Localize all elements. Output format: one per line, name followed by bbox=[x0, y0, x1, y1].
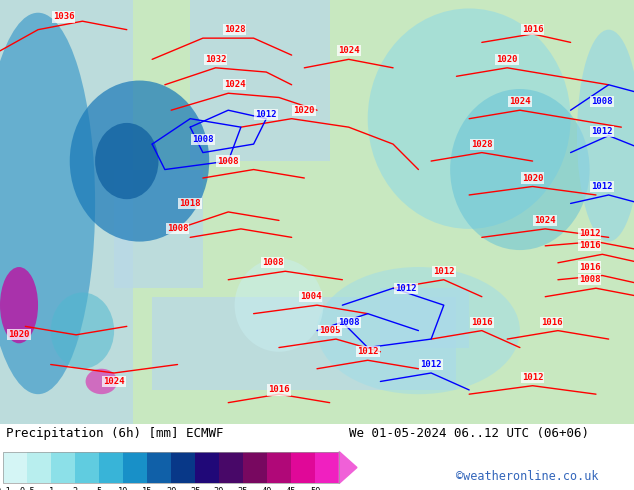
Text: 35: 35 bbox=[238, 488, 249, 490]
Text: 1008: 1008 bbox=[338, 318, 359, 327]
Ellipse shape bbox=[235, 259, 323, 352]
FancyBboxPatch shape bbox=[195, 452, 219, 483]
Text: 1012: 1012 bbox=[579, 229, 600, 238]
Text: 2: 2 bbox=[72, 488, 78, 490]
Text: 1012: 1012 bbox=[592, 182, 613, 191]
Text: 1024: 1024 bbox=[103, 377, 125, 386]
Text: 0.1: 0.1 bbox=[0, 488, 11, 490]
FancyBboxPatch shape bbox=[0, 0, 133, 424]
Text: 1012: 1012 bbox=[256, 110, 277, 119]
Ellipse shape bbox=[51, 293, 114, 369]
FancyBboxPatch shape bbox=[171, 452, 195, 483]
Text: 1012: 1012 bbox=[433, 267, 455, 276]
Text: 1012: 1012 bbox=[592, 127, 613, 136]
Text: 0.5: 0.5 bbox=[19, 488, 35, 490]
Text: 1024: 1024 bbox=[509, 97, 531, 106]
Text: 1004: 1004 bbox=[300, 292, 321, 301]
Text: 15: 15 bbox=[142, 488, 152, 490]
Text: 10: 10 bbox=[118, 488, 129, 490]
Text: 50: 50 bbox=[310, 488, 320, 490]
FancyBboxPatch shape bbox=[152, 297, 456, 390]
Text: 5: 5 bbox=[96, 488, 102, 490]
FancyBboxPatch shape bbox=[380, 288, 469, 347]
FancyBboxPatch shape bbox=[3, 452, 27, 483]
Text: 1016: 1016 bbox=[579, 242, 600, 250]
Text: 1008: 1008 bbox=[217, 157, 239, 166]
FancyBboxPatch shape bbox=[27, 452, 51, 483]
Ellipse shape bbox=[0, 13, 95, 394]
FancyBboxPatch shape bbox=[190, 0, 330, 161]
FancyBboxPatch shape bbox=[0, 0, 634, 424]
Text: 1012: 1012 bbox=[420, 360, 442, 369]
Text: 1012: 1012 bbox=[395, 284, 417, 293]
Text: 1012: 1012 bbox=[357, 347, 378, 356]
FancyBboxPatch shape bbox=[75, 452, 99, 483]
FancyBboxPatch shape bbox=[291, 452, 315, 483]
Ellipse shape bbox=[450, 89, 590, 250]
Text: 1008: 1008 bbox=[262, 258, 283, 267]
FancyBboxPatch shape bbox=[123, 452, 147, 483]
Text: 1028: 1028 bbox=[224, 25, 245, 34]
Text: 1024: 1024 bbox=[224, 80, 245, 89]
Text: 1016: 1016 bbox=[471, 318, 493, 327]
Text: 1016: 1016 bbox=[268, 386, 290, 394]
Ellipse shape bbox=[70, 80, 209, 242]
Ellipse shape bbox=[317, 267, 520, 394]
Text: 25: 25 bbox=[190, 488, 200, 490]
Text: 1008: 1008 bbox=[592, 97, 613, 106]
Text: 1018: 1018 bbox=[179, 199, 201, 208]
Text: 1020: 1020 bbox=[8, 330, 30, 340]
FancyBboxPatch shape bbox=[99, 452, 123, 483]
Text: 1008: 1008 bbox=[167, 224, 188, 233]
Polygon shape bbox=[339, 452, 357, 483]
Ellipse shape bbox=[368, 8, 571, 229]
FancyBboxPatch shape bbox=[114, 170, 203, 288]
Text: 20: 20 bbox=[166, 488, 176, 490]
Text: 45: 45 bbox=[286, 488, 297, 490]
FancyBboxPatch shape bbox=[315, 452, 339, 483]
FancyBboxPatch shape bbox=[267, 452, 291, 483]
Ellipse shape bbox=[95, 123, 158, 199]
Text: 1032: 1032 bbox=[205, 55, 226, 64]
Text: 1008: 1008 bbox=[192, 135, 214, 145]
Text: We 01-05-2024 06..12 UTC (06+06): We 01-05-2024 06..12 UTC (06+06) bbox=[349, 427, 589, 440]
Text: 1024: 1024 bbox=[338, 47, 359, 55]
FancyBboxPatch shape bbox=[243, 452, 267, 483]
Text: 1012: 1012 bbox=[522, 373, 543, 382]
Text: ©weatheronline.co.uk: ©weatheronline.co.uk bbox=[456, 470, 599, 483]
Text: 1020: 1020 bbox=[496, 55, 518, 64]
Text: 1016: 1016 bbox=[522, 25, 543, 34]
FancyBboxPatch shape bbox=[219, 452, 243, 483]
Text: 1028: 1028 bbox=[471, 140, 493, 148]
Text: 1016: 1016 bbox=[579, 263, 600, 271]
Ellipse shape bbox=[577, 30, 634, 242]
Ellipse shape bbox=[0, 267, 38, 343]
Text: 1024: 1024 bbox=[534, 216, 556, 225]
Text: 1020: 1020 bbox=[294, 106, 315, 115]
Text: 1036: 1036 bbox=[53, 12, 74, 22]
Text: 40: 40 bbox=[262, 488, 273, 490]
Text: 1: 1 bbox=[49, 488, 54, 490]
Text: Precipitation (6h) [mm] ECMWF: Precipitation (6h) [mm] ECMWF bbox=[6, 427, 224, 440]
Text: 1016: 1016 bbox=[541, 318, 562, 327]
Text: 1020: 1020 bbox=[522, 173, 543, 182]
Text: 1005: 1005 bbox=[319, 326, 340, 335]
Text: 1008: 1008 bbox=[579, 275, 600, 284]
Text: 30: 30 bbox=[214, 488, 224, 490]
FancyBboxPatch shape bbox=[51, 452, 75, 483]
Ellipse shape bbox=[86, 369, 117, 394]
FancyBboxPatch shape bbox=[147, 452, 171, 483]
